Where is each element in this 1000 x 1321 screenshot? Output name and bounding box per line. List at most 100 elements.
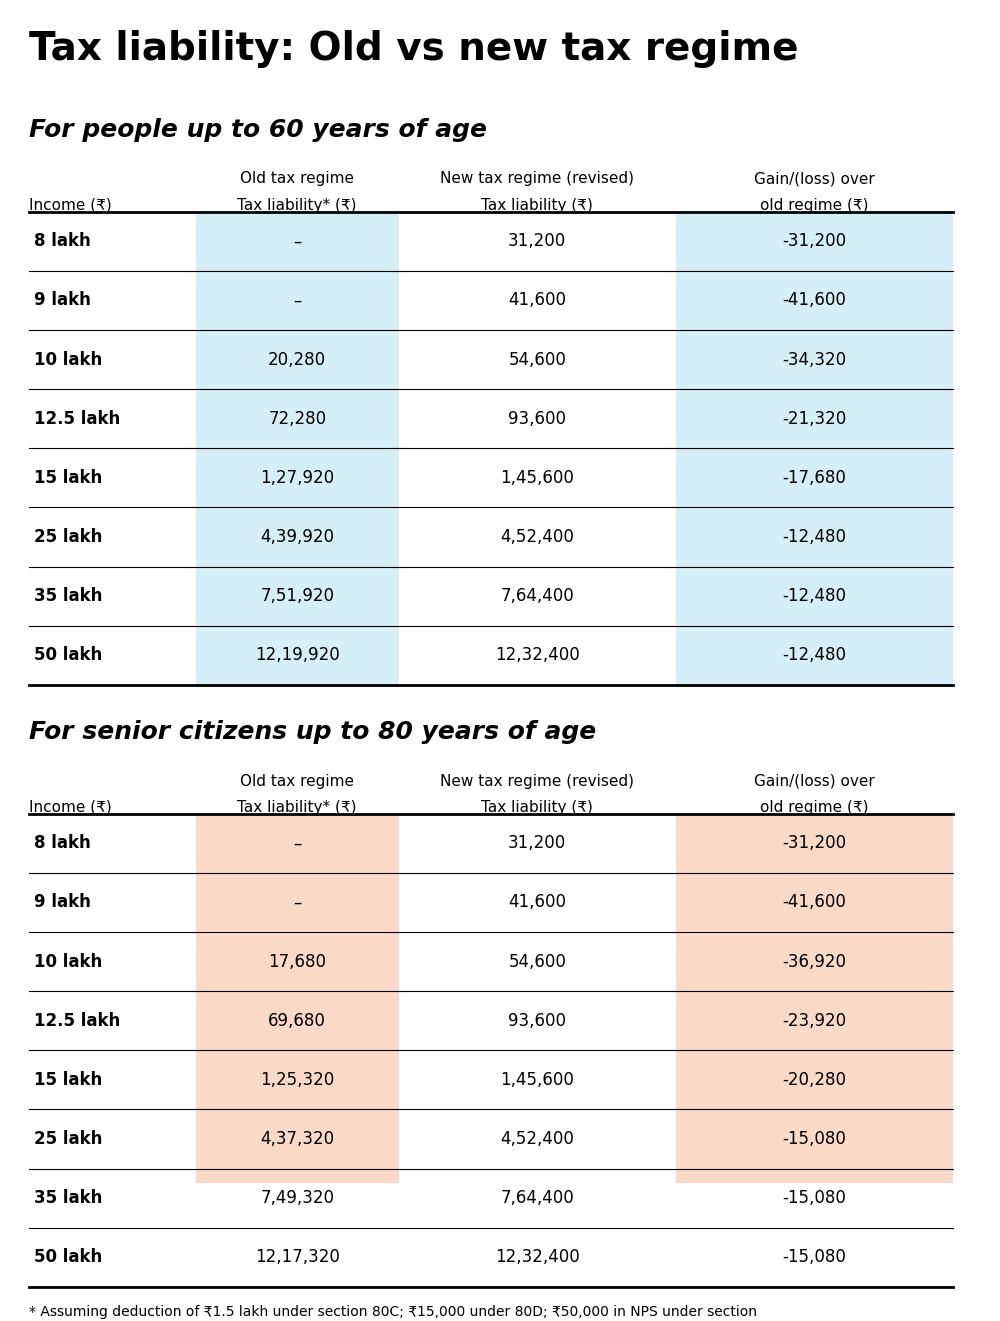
Text: 12.5 lakh: 12.5 lakh [34,410,121,428]
Text: 50 lakh: 50 lakh [34,1248,103,1267]
Text: 10 lakh: 10 lakh [34,350,103,369]
Text: 1,25,320: 1,25,320 [260,1071,334,1089]
Text: 7,64,400: 7,64,400 [500,587,574,605]
Text: 12.5 lakh: 12.5 lakh [34,1012,121,1029]
Text: Income (₹): Income (₹) [29,198,112,213]
Bar [196,390,399,448]
Text: 17,680: 17,680 [268,952,326,971]
Text: -12,480: -12,480 [782,646,846,664]
Text: 93,600: 93,600 [508,410,566,428]
Text: Income (₹): Income (₹) [29,799,112,815]
Text: 7,64,400: 7,64,400 [500,1189,574,1207]
Text: 1,45,600: 1,45,600 [500,469,574,487]
Text: -12,480: -12,480 [782,587,846,605]
Text: -17,680: -17,680 [782,469,846,487]
Bar [196,1110,399,1169]
Text: 41,600: 41,600 [508,893,566,911]
Text: –: – [293,893,301,911]
Text: -41,600: -41,600 [782,893,846,911]
Bar [196,1169,399,1227]
Text: For people up to 60 years of age: For people up to 60 years of age [29,119,487,143]
Text: Gain/(loss) over: Gain/(loss) over [754,774,875,789]
Text: 12,32,400: 12,32,400 [495,646,580,664]
Text: 31,200: 31,200 [508,232,566,250]
Text: * Assuming deduction of ₹1.5 lakh under section 80C; ₹15,000 under 80D; ₹50,000 : * Assuming deduction of ₹1.5 lakh under … [29,1305,757,1321]
Text: For senior citizens up to 80 years of age: For senior citizens up to 80 years of ag… [29,720,597,744]
Bar [676,626,953,684]
Text: 12,17,320: 12,17,320 [255,1248,340,1267]
Text: 1,27,920: 1,27,920 [260,469,334,487]
Text: 69,680: 69,680 [268,1012,326,1029]
Text: 35 lakh: 35 lakh [34,1189,103,1207]
Text: old regime (₹): old regime (₹) [760,198,869,213]
Text: 9 lakh: 9 lakh [34,292,91,309]
Bar [676,933,953,991]
Bar [196,271,399,330]
Text: 4,52,400: 4,52,400 [500,1129,574,1148]
Bar [676,330,953,390]
Text: -31,200: -31,200 [782,835,846,852]
Text: Tax liability (₹): Tax liability (₹) [481,198,593,213]
Bar [676,1050,953,1110]
Bar [196,626,399,684]
Bar [196,1050,399,1110]
Text: 1,45,600: 1,45,600 [500,1071,574,1089]
Bar [676,507,953,567]
Text: 4,39,920: 4,39,920 [260,528,334,546]
Text: 12,32,400: 12,32,400 [495,1248,580,1267]
Text: 25 lakh: 25 lakh [34,528,103,546]
Text: New tax regime (revised): New tax regime (revised) [440,172,634,186]
Text: 15 lakh: 15 lakh [34,1071,103,1089]
Text: Tax liability (₹): Tax liability (₹) [481,799,593,815]
Text: 54,600: 54,600 [508,952,566,971]
Bar [196,330,399,390]
Text: Tax liability: Old vs new tax regime: Tax liability: Old vs new tax regime [29,29,799,67]
Text: 7,51,920: 7,51,920 [260,587,334,605]
Text: Tax liability* (₹): Tax liability* (₹) [237,799,357,815]
Text: Old tax regime: Old tax regime [240,774,354,789]
Text: -15,080: -15,080 [782,1129,846,1148]
Text: -23,920: -23,920 [782,1012,846,1029]
Text: 54,600: 54,600 [508,350,566,369]
Bar [676,448,953,507]
Text: Tax liability* (₹): Tax liability* (₹) [237,198,357,213]
Bar [676,567,953,626]
Bar [196,991,399,1050]
Text: 8 lakh: 8 lakh [34,835,91,852]
Text: -41,600: -41,600 [782,292,846,309]
Text: 4,52,400: 4,52,400 [500,528,574,546]
Text: 50 lakh: 50 lakh [34,646,103,664]
Text: 12,19,920: 12,19,920 [255,646,340,664]
Bar [196,873,399,933]
Text: New tax regime (revised): New tax regime (revised) [440,774,634,789]
Text: 9 lakh: 9 lakh [34,893,91,911]
Bar [676,390,953,448]
Text: 25 lakh: 25 lakh [34,1129,103,1148]
Text: 4,37,320: 4,37,320 [260,1129,334,1148]
Bar [676,814,953,873]
Text: -15,080: -15,080 [782,1248,846,1267]
Text: old regime (₹): old regime (₹) [760,799,869,815]
Text: -20,280: -20,280 [782,1071,846,1089]
Bar [676,873,953,933]
Text: 7,49,320: 7,49,320 [260,1189,334,1207]
Bar [196,933,399,991]
Text: -36,920: -36,920 [782,952,846,971]
Bar [676,271,953,330]
Text: –: – [293,232,301,250]
Text: -15,080: -15,080 [782,1189,846,1207]
Text: -31,200: -31,200 [782,232,846,250]
Text: 15 lakh: 15 lakh [34,469,103,487]
Text: –: – [293,835,301,852]
Bar [676,991,953,1050]
Bar [196,567,399,626]
Text: -21,320: -21,320 [782,410,846,428]
Text: 72,280: 72,280 [268,410,326,428]
Bar [196,1227,399,1287]
Text: 35 lakh: 35 lakh [34,587,103,605]
Text: 31,200: 31,200 [508,835,566,852]
Bar [196,507,399,567]
Text: 10 lakh: 10 lakh [34,952,103,971]
Text: –: – [293,292,301,309]
Text: -12,480: -12,480 [782,528,846,546]
